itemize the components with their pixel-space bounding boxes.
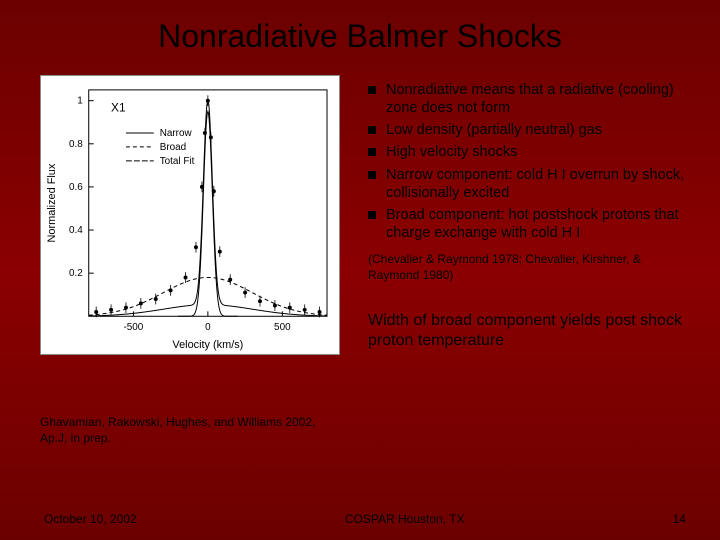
svg-text:0: 0 [205, 322, 211, 333]
bullet-item: Low density (partially neutral) gas [368, 121, 690, 139]
bullet-item: Broad component: hot postshock protons t… [368, 206, 690, 242]
conclusion-text: Width of broad component yields post sho… [368, 311, 690, 351]
citation-text: (Chevalier & Raymond 1978; Chevalier, Ki… [368, 252, 690, 283]
footer-page: 14 [673, 512, 686, 526]
bullet-item: High velocity shocks [368, 143, 690, 161]
svg-text:0.4: 0.4 [69, 225, 83, 236]
square-bullet-icon [368, 126, 376, 134]
page-title: Nonradiative Balmer Shocks [0, 0, 720, 65]
square-bullet-icon [368, 86, 376, 94]
svg-text:0.6: 0.6 [69, 182, 83, 193]
bullet-text: Broad component: hot postshock protons t… [386, 206, 690, 242]
footer-venue: COSPAR Houston, TX [345, 512, 465, 526]
svg-text:Velocity (km/s): Velocity (km/s) [172, 339, 243, 351]
bullet-text: Low density (partially neutral) gas [386, 121, 690, 139]
square-bullet-icon [368, 148, 376, 156]
square-bullet-icon [368, 211, 376, 219]
svg-text:Total Fit: Total Fit [160, 156, 195, 167]
svg-text:Normalized Flux: Normalized Flux [46, 163, 58, 242]
svg-text:0.2: 0.2 [69, 268, 83, 279]
svg-text:0.8: 0.8 [69, 139, 83, 150]
bullet-text: High velocity shocks [386, 143, 690, 161]
bullet-list: Nonradiative means that a radiative (coo… [368, 81, 690, 242]
content-area: -500 0 500 0.2 0.4 0.6 0.8 1 Velocity (km/s) Norm… [0, 65, 720, 446]
bullet-item: Nonradiative means that a radiative (coo… [368, 81, 690, 117]
spectrum-chart: -500 0 500 0.2 0.4 0.6 0.8 1 Velocity (km/s) Norm… [40, 75, 340, 355]
svg-text:X1: X1 [111, 100, 126, 114]
bullets-column: Nonradiative means that a radiative (coo… [350, 75, 690, 446]
svg-text:Broad: Broad [160, 142, 186, 153]
square-bullet-icon [368, 171, 376, 179]
slide-footer: October 10, 2002 COSPAR Houston, TX 14 [0, 512, 720, 526]
svg-text:500: 500 [274, 322, 291, 333]
svg-text:Narrow: Narrow [160, 128, 193, 139]
bullet-text: Narrow component: cold H I overrun by sh… [386, 166, 690, 202]
svg-text:1: 1 [77, 96, 83, 107]
footer-date: October 10, 2002 [44, 512, 137, 526]
svg-text:-500: -500 [123, 322, 143, 333]
chart-column: -500 0 500 0.2 0.4 0.6 0.8 1 Velocity (km/s) Norm… [40, 75, 350, 446]
bullet-text: Nonradiative means that a radiative (coo… [386, 81, 690, 117]
bullet-item: Narrow component: cold H I overrun by sh… [368, 166, 690, 202]
chart-credit: Ghavamian, Rakowski, Hughes, and William… [40, 415, 330, 446]
chart-svg: -500 0 500 0.2 0.4 0.6 0.8 1 Velocity (km/s) Norm… [41, 76, 339, 354]
